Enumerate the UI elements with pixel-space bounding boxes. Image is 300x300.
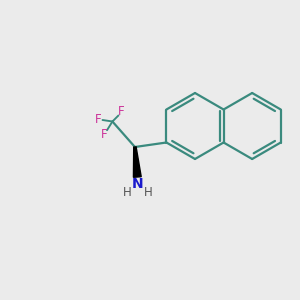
Text: F: F (118, 105, 125, 119)
Text: F: F (95, 112, 101, 126)
Text: H: H (143, 185, 152, 199)
Text: F: F (101, 128, 107, 141)
Text: N: N (131, 177, 143, 190)
Polygon shape (134, 147, 141, 177)
Text: H: H (122, 185, 131, 199)
